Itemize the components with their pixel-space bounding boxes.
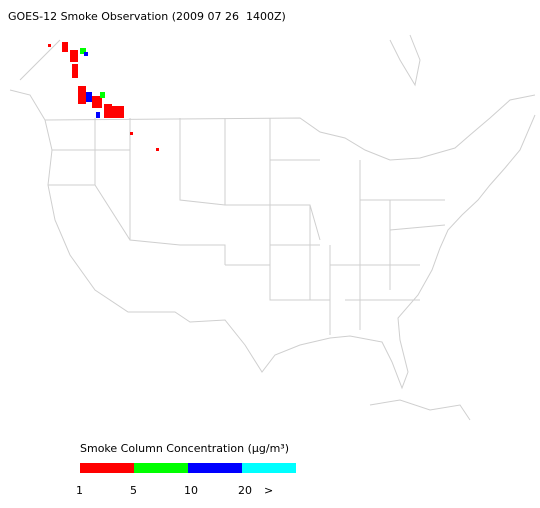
smoke-pixels — [48, 42, 159, 151]
color-swatch — [80, 463, 134, 473]
title: GOES-12 Smoke Observation (2009 07 26 14… — [8, 10, 286, 23]
color-bar: 1 5 10 20 > — [76, 463, 296, 497]
legend-label: 20 — [238, 484, 252, 497]
legend-label: 5 — [130, 484, 137, 497]
legend-title: Smoke Column Concentration (μg/m³) — [80, 442, 289, 455]
color-swatch — [188, 463, 242, 473]
color-swatch — [134, 463, 188, 473]
legend-label: 10 — [184, 484, 198, 497]
legend-label: 1 — [76, 484, 83, 497]
color-swatch — [242, 463, 296, 473]
legend-label: > — [264, 484, 273, 497]
base-map — [9, 34, 536, 421]
